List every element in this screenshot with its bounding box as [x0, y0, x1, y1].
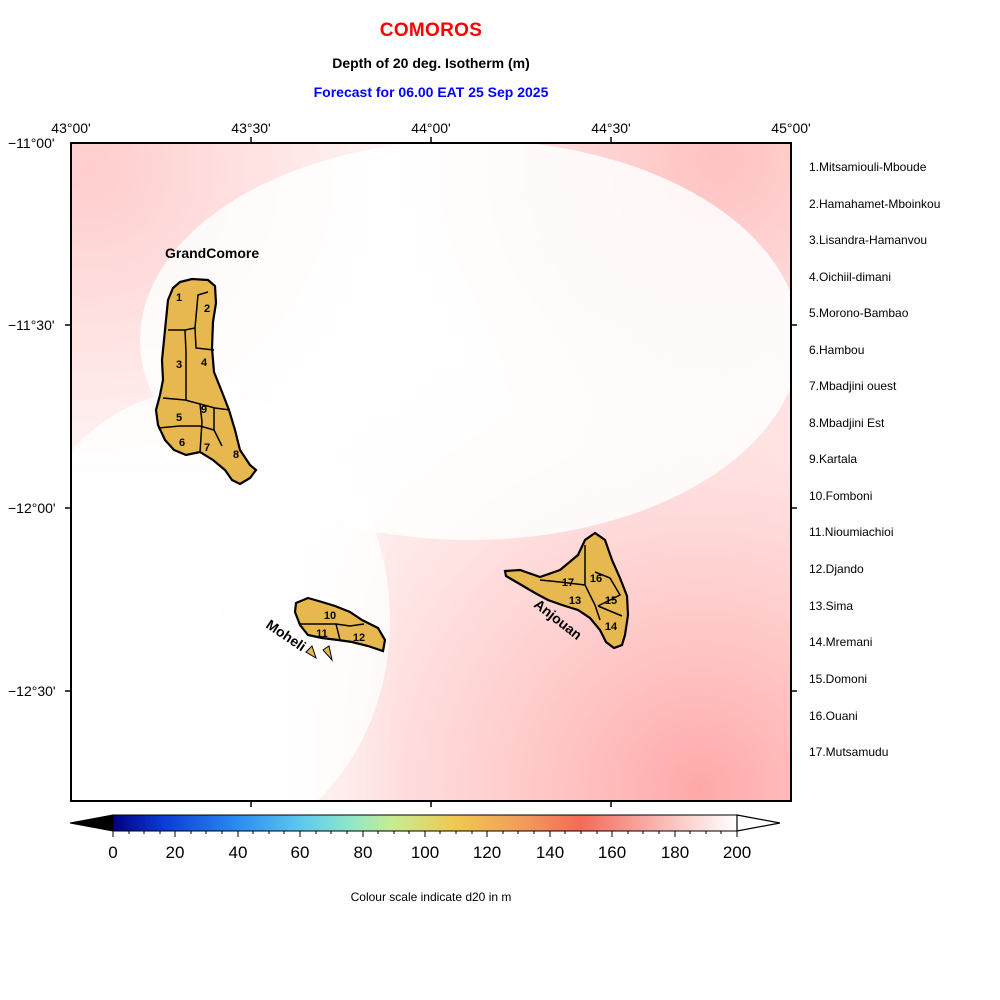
island-grand-comore [154, 277, 258, 486]
region-number-2: 2 [204, 303, 210, 315]
region-number-16: 16 [590, 573, 602, 585]
legend-item-16: 16.Ouani [809, 709, 858, 723]
d20-field [71, 143, 791, 801]
lat-label-11-30: −11°30' [8, 317, 55, 333]
lon-label-43-30: 43°30' [231, 120, 271, 136]
lat-label-12-00: −12°00' [8, 500, 56, 516]
map-title: COMOROS [379, 20, 483, 41]
legend-item-12: 12.Djando [809, 562, 864, 576]
legend-item-15: 15.Domoni [809, 672, 868, 686]
lat-label-12-30: −12°30' [8, 683, 56, 699]
colorbar-caption: Colour scale indicate d20 in m [350, 890, 512, 904]
region-number-6: 6 [179, 437, 185, 449]
region-number-10: 10 [324, 610, 336, 622]
colorbar-ticks [112, 831, 738, 837]
legend-item-1: 1.Mitsamiouli-Mboude [809, 160, 927, 174]
legend-item-9: 9.Kartala [809, 452, 858, 466]
region-number-1: 1 [176, 292, 182, 304]
forecast-time: Forecast for 06.00 EAT 25 Sep 2025 [313, 84, 549, 100]
legend-item-14: 14.Mremani [809, 635, 873, 649]
region-number-labels: 1 2 3 4 5 6 7 8 9 10 11 12 13 14 15 16 1… [176, 292, 618, 644]
moheli-boundaries [300, 623, 365, 641]
colorbar-low-triangle [69, 814, 114, 832]
lon-label-44-30: 44°30' [591, 120, 631, 136]
region-number-13: 13 [569, 595, 581, 607]
colorbar-tick-label-0: 0 [108, 843, 118, 862]
colorbar-tick-label-140: 140 [535, 843, 565, 862]
colorbar-tick-label-80: 80 [353, 843, 373, 862]
lon-label-44-00: 44°00' [411, 120, 451, 136]
region-number-3: 3 [176, 359, 182, 371]
legend-item-2: 2.Hamahamet-Mboinkou [809, 197, 941, 211]
legend-item-10: 10.Fomboni [809, 489, 873, 503]
anjouan-boundaries [539, 545, 623, 621]
colorbar-tick-label-180: 180 [660, 843, 690, 862]
region-number-15: 15 [605, 595, 617, 607]
island-moheli [293, 596, 387, 662]
legend-item-3: 3.Lisandra-Hamanvou [809, 233, 928, 247]
island-anjouan [503, 531, 630, 650]
region-number-8: 8 [233, 449, 239, 461]
legend-item-11: 11.Nioumiachioi [809, 525, 894, 539]
legend-item-13: 13.Sima [809, 599, 854, 613]
lat-label-11-00: −11°00' [8, 135, 55, 151]
island-label-grand-comore: GrandComore [165, 245, 259, 261]
frame-ticks [65, 137, 797, 807]
legend-item-17: 17.Mutsamudu [809, 745, 889, 759]
colorbar-high-triangle [736, 814, 781, 832]
legend-item-5: 5.Morono-Bambao [809, 306, 909, 320]
colorbar-gradient [112, 814, 738, 832]
colorbar [69, 814, 781, 837]
region-number-4: 4 [201, 357, 208, 369]
lon-label-43-00: 43°00' [51, 120, 91, 136]
region-number-9: 9 [201, 404, 207, 416]
colorbar-tick-label-120: 120 [472, 843, 502, 862]
legend-item-8: 8.Mbadjini Est [809, 416, 885, 430]
map-subtitle: Depth of 20 deg. Isotherm (m) [332, 55, 530, 71]
region-number-7: 7 [204, 442, 210, 454]
moheli-islets [305, 645, 333, 662]
grand-comore-boundaries [157, 291, 231, 453]
lon-label-45-00: 45°00' [771, 120, 811, 136]
anjouan-outline [503, 531, 630, 650]
region-number-5: 5 [176, 412, 182, 424]
colorbar-tick-label-40: 40 [228, 843, 248, 862]
region-number-17: 17 [562, 577, 574, 589]
colorbar-tick-label-160: 160 [597, 843, 627, 862]
colorbar-tick-label-100: 100 [410, 843, 440, 862]
colorbar-tick-label-200: 200 [722, 843, 752, 862]
region-number-11: 11 [316, 628, 328, 640]
legend-item-7: 7.Mbadjini ouest [809, 379, 897, 393]
colorbar-tick-label-20: 20 [165, 843, 185, 862]
legend-item-4: 4.Oichiil-dimani [809, 270, 892, 284]
legend-item-6: 6.Hambou [809, 343, 865, 357]
region-number-14: 14 [605, 621, 618, 633]
region-number-12: 12 [353, 632, 365, 644]
colorbar-tick-label-60: 60 [290, 843, 310, 862]
